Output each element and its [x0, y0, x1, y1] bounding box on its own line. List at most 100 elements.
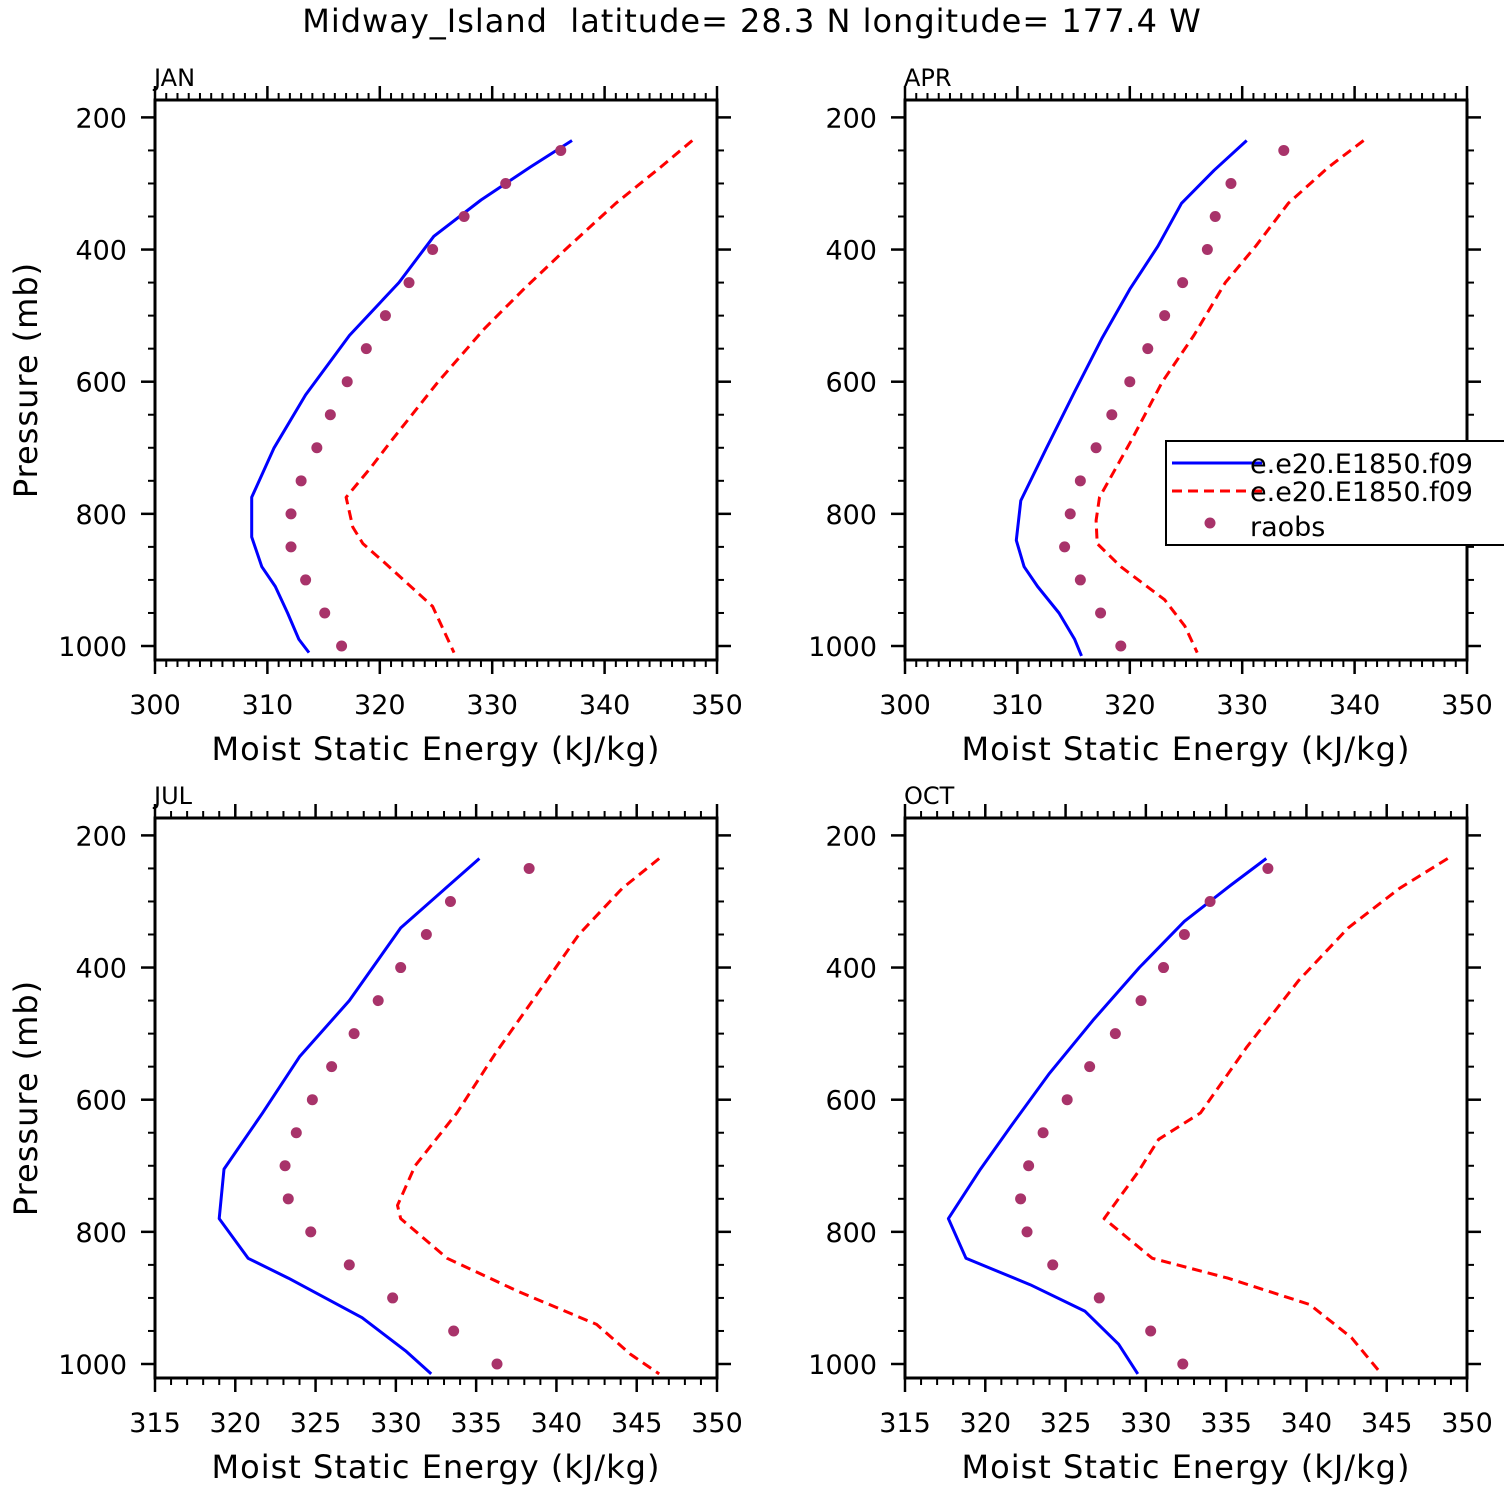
raobs-point: [1037, 1127, 1049, 1139]
x-axis-label: Moist Static Energy (kJ/kg): [212, 1448, 661, 1486]
y-tick-label: 1000: [58, 632, 127, 663]
x-tick-label: 325: [1040, 1408, 1092, 1439]
raobs-point: [427, 244, 439, 256]
raobs-point: [1225, 177, 1237, 189]
raobs-point: [1059, 541, 1071, 553]
raobs-point: [403, 277, 415, 289]
raobs-point: [1109, 1028, 1121, 1040]
raobs-point: [420, 929, 432, 941]
x-tick-label: 335: [1200, 1408, 1252, 1439]
series-line-model1: [250, 139, 573, 654]
x-tick-label: 320: [210, 1408, 262, 1439]
raobs-point: [1124, 376, 1136, 388]
raobs-point: [282, 1193, 294, 1205]
raobs-point: [1159, 310, 1171, 322]
series-line-model1: [217, 857, 481, 1376]
raobs-point: [1074, 475, 1086, 487]
legend-marker: [1204, 517, 1216, 529]
figure-title: Midway_Island latitude= 28.3 N longitude…: [302, 2, 1202, 40]
series-line-model2: [396, 857, 661, 1376]
y-tick-label: 200: [825, 103, 877, 134]
raobs-point: [1093, 1292, 1105, 1304]
raobs-point: [1047, 1259, 1059, 1271]
panel-apr: APR 300 310 320 330 340 350 200 400 600 800 1000 Moi…: [808, 64, 1492, 768]
x-axis-label: Moist Static Energy (kJ/kg): [962, 1448, 1411, 1486]
y-tick-label: 1000: [58, 1350, 127, 1381]
y-tick-label: 1000: [808, 1350, 877, 1381]
raobs-point: [300, 574, 312, 586]
y-tick-label: 400: [825, 954, 877, 985]
x-tick-label: 330: [1120, 1408, 1172, 1439]
raobs-point: [1178, 929, 1190, 941]
x-tick-label: 350: [691, 1408, 743, 1439]
x-tick-label: 330: [370, 1408, 422, 1439]
raobs-point: [1061, 1094, 1073, 1106]
raobs-point: [1084, 1061, 1096, 1073]
series-line-model2: [1094, 139, 1365, 654]
legend-label: raobs: [1250, 512, 1325, 543]
raobs-point: [285, 508, 297, 520]
y-tick-label: 800: [825, 500, 877, 531]
raobs-point: [1021, 1226, 1033, 1238]
x-tick-label: 310: [242, 690, 294, 721]
raobs-point: [1145, 1325, 1157, 1337]
raobs-point: [1064, 508, 1076, 520]
plot-frame: [153, 98, 719, 662]
y-tick-label: 200: [75, 821, 127, 852]
x-tick-label: 315: [879, 1408, 931, 1439]
raobs-point: [458, 211, 470, 223]
y-tick-label: 600: [75, 1086, 127, 1117]
y-tick-label: 1000: [808, 632, 877, 663]
raobs-point: [555, 144, 567, 156]
x-tick-label: 320: [354, 690, 406, 721]
x-tick-label: 340: [1329, 690, 1381, 721]
x-tick-label: 345: [1361, 1408, 1413, 1439]
y-tick-label: 400: [75, 954, 127, 985]
panel-label: JUL: [152, 782, 193, 810]
x-tick-label: 335: [450, 1408, 502, 1439]
y-tick-label: 800: [75, 1218, 127, 1249]
raobs-point: [1015, 1193, 1027, 1205]
x-tick-label: 330: [1216, 690, 1268, 721]
x-tick-label: 345: [611, 1408, 663, 1439]
x-tick-label: 350: [1441, 1408, 1493, 1439]
raobs-point: [387, 1292, 399, 1304]
raobs-point: [1142, 343, 1154, 355]
x-tick-label: 325: [290, 1408, 342, 1439]
raobs-point: [444, 895, 456, 907]
plot-frame: [903, 98, 1469, 662]
raobs-point: [1177, 277, 1189, 289]
raobs-point: [326, 1061, 338, 1073]
x-tick-label: 300: [129, 690, 181, 721]
legend-box: [1165, 440, 1504, 546]
y-tick-label: 400: [75, 236, 127, 267]
x-tick-label: 315: [129, 1408, 181, 1439]
raobs-point: [491, 1358, 503, 1370]
raobs-point: [295, 475, 307, 487]
panel-label: JAN: [152, 64, 195, 92]
raobs-point: [1090, 442, 1102, 454]
raobs-point: [1278, 144, 1290, 156]
x-tick-label: 340: [1281, 1408, 1333, 1439]
series-line-model2: [1102, 857, 1449, 1372]
y-tick-label: 600: [825, 1086, 877, 1117]
panel-oct: OCT 315 320 325 330 335 340 345 350 200 400 600 800 1…: [808, 782, 1492, 1486]
raobs-point: [372, 995, 384, 1007]
x-tick-label: 350: [691, 690, 743, 721]
raobs-point: [336, 640, 348, 652]
y-tick-label: 600: [825, 368, 877, 399]
raobs-point: [448, 1325, 460, 1337]
x-axis-label: Moist Static Energy (kJ/kg): [212, 730, 661, 768]
raobs-point: [1023, 1160, 1035, 1172]
raobs-point: [1135, 995, 1147, 1007]
raobs-point: [1177, 1358, 1189, 1370]
y-axis-label: Pressure (mb): [7, 262, 45, 498]
x-tick-label: 330: [466, 690, 518, 721]
panel-jul: JUL 315 320 325 330 335 340 345 350 200 400 600 800 1…: [7, 782, 743, 1486]
raobs-point: [395, 962, 407, 974]
raobs-point: [319, 607, 331, 619]
y-axis-label: Pressure (mb): [7, 980, 45, 1216]
x-tick-label: 350: [1441, 690, 1493, 721]
